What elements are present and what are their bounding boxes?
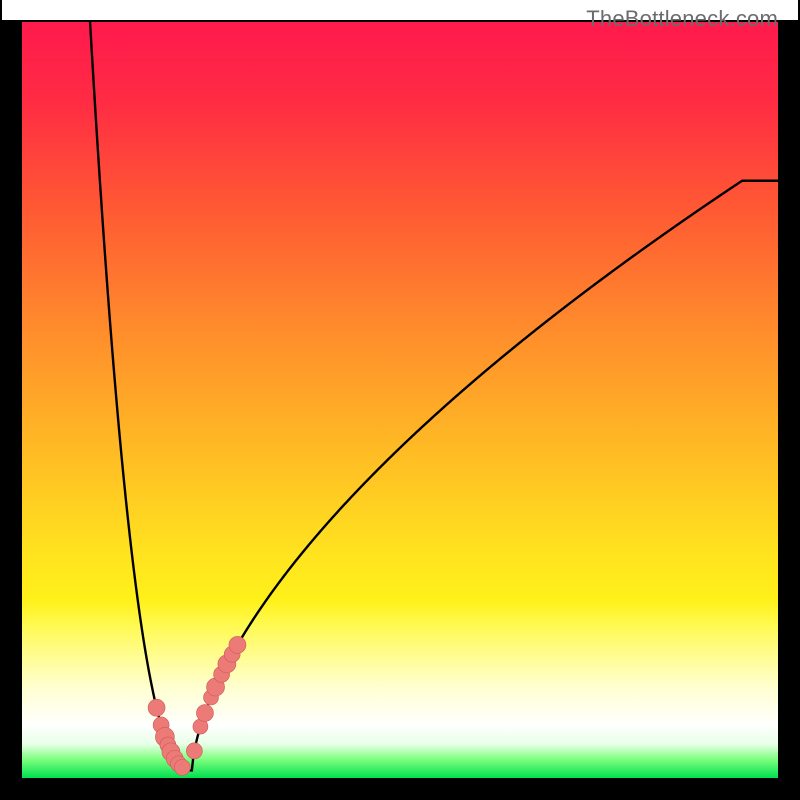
data-point xyxy=(196,705,213,722)
chart-container: TheBottleneck.com xyxy=(0,0,800,800)
data-point xyxy=(186,743,202,759)
data-point xyxy=(148,699,165,716)
data-point xyxy=(174,759,190,775)
chart-svg xyxy=(0,0,800,800)
data-point xyxy=(229,636,246,653)
